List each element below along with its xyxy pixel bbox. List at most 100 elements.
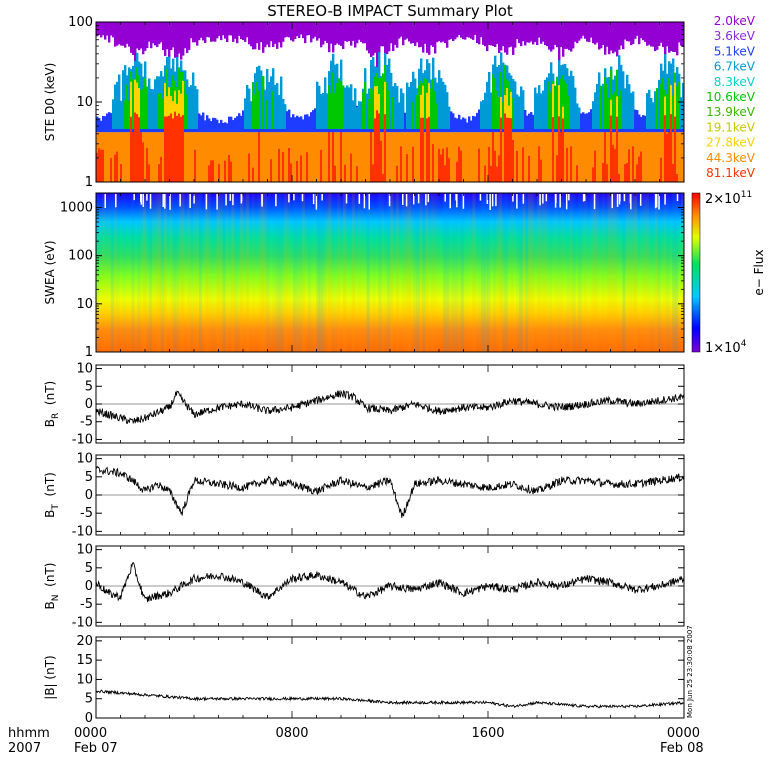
ste-base-column <box>208 132 211 182</box>
swea-time-column <box>599 193 602 352</box>
ste-low-energy-column <box>578 22 581 41</box>
swea-time-column <box>440 193 443 352</box>
ste-low-energy-column <box>198 22 201 41</box>
swea-time-column <box>181 193 185 352</box>
series-line-bt <box>95 465 685 518</box>
colorbar-min-exponent: 4 <box>741 339 747 349</box>
swea-time-column <box>140 193 144 352</box>
ste-high-energy-column <box>496 166 499 182</box>
ste-burst-column <box>630 92 633 129</box>
ste-burst-column <box>368 99 371 129</box>
ste-low-energy-column <box>390 22 393 44</box>
ste-burst-column <box>320 94 323 129</box>
ste-low-energy-column <box>266 22 269 45</box>
ste-base-column <box>128 132 131 182</box>
ste-low-energy-column <box>146 22 149 49</box>
ste-base-column <box>336 132 339 182</box>
ste-base-column <box>262 132 265 182</box>
ste-base-column <box>236 132 239 182</box>
ste-low-energy-column <box>100 22 103 38</box>
ste-mid-energy-column <box>290 117 293 133</box>
ste-low-energy-column <box>632 22 635 44</box>
swea-time-column <box>316 193 320 352</box>
ste-low-energy-column <box>612 22 615 54</box>
ste-base-column <box>464 132 467 182</box>
ste-high-energy-column <box>142 142 145 182</box>
ste-base-column <box>578 132 581 182</box>
swea-time-column <box>525 193 529 352</box>
ste-high-energy-column <box>212 160 215 182</box>
ste-base-column <box>642 132 645 182</box>
swea-time-column <box>634 193 638 352</box>
ste-base-column <box>590 132 593 182</box>
ste-burst-column <box>150 88 153 129</box>
ste-burst-column <box>552 83 555 132</box>
ste-base-column <box>308 132 311 182</box>
ste-burst-column <box>626 74 629 129</box>
ste-burst-column <box>392 97 395 129</box>
ste-low-energy-column <box>214 22 217 42</box>
ste-base-column <box>362 132 365 182</box>
ste-low-energy-column <box>648 22 651 45</box>
swea-time-column <box>110 193 114 352</box>
swea-gap <box>358 194 361 204</box>
ste-base-column <box>606 132 609 182</box>
ste-burst-column <box>182 115 185 182</box>
swea-time-column <box>589 193 594 352</box>
swea-spectrogram <box>96 193 684 352</box>
ste-low-energy-column <box>562 22 565 57</box>
ste-burst-column <box>516 94 519 129</box>
ste-burst-column <box>190 85 193 129</box>
swea-time-column <box>255 193 258 352</box>
swea-time-column <box>157 193 161 352</box>
ste-burst-column <box>138 88 141 132</box>
ste-low-energy-column <box>384 22 387 53</box>
ste-burst-column <box>344 87 347 129</box>
ste-low-energy-column <box>400 22 403 37</box>
ste-low-energy-column <box>228 22 231 36</box>
swea-time-column <box>151 193 156 352</box>
swea-time-column <box>116 193 120 352</box>
swea-time-column <box>251 193 256 352</box>
ste-low-energy-column <box>614 22 617 52</box>
ste-mid-energy-column <box>110 113 113 133</box>
ste-burst-column <box>502 101 505 129</box>
ste-burst-column <box>136 82 139 132</box>
swea-time-column <box>137 193 141 352</box>
ste-burst-column <box>372 89 375 129</box>
ste-low-energy-column <box>540 22 543 44</box>
ste-burst-column <box>576 103 579 129</box>
ste-low-energy-column <box>162 22 165 51</box>
swea-time-column <box>366 193 370 352</box>
y-axis-label-br: BR (nT) <box>43 381 61 427</box>
swea-time-column <box>211 193 214 352</box>
ste-low-energy-column <box>268 22 271 48</box>
swea-time-column <box>475 193 478 352</box>
legend-entry: 6.7keV <box>714 60 756 74</box>
swea-gap <box>293 194 295 201</box>
ste-low-energy-column <box>442 22 445 42</box>
ste-burst-column <box>180 116 183 182</box>
ste-low-energy-column <box>326 22 329 43</box>
ste-burst-column <box>570 70 573 129</box>
ste-burst-column <box>330 93 333 129</box>
ste-high-energy-column <box>290 163 293 182</box>
ste-mid-energy-column <box>96 116 99 133</box>
ste-base-column <box>290 132 293 182</box>
ste-burst-column <box>556 76 559 129</box>
ste-burst-column <box>486 81 489 129</box>
ste-low-energy-column <box>194 22 197 43</box>
ste-mid-energy-column <box>310 112 313 133</box>
ste-high-energy-column <box>372 164 375 182</box>
ste-low-energy-column <box>534 22 537 43</box>
ste-low-energy-column <box>388 22 391 52</box>
ste-burst-column <box>554 85 557 129</box>
swea-gap <box>462 194 465 209</box>
ste-low-energy-column <box>328 22 331 53</box>
ste-mid-energy-column <box>240 115 243 133</box>
ste-low-energy-column <box>368 22 371 54</box>
ste-low-energy-column <box>480 22 483 38</box>
ste-burst-column <box>482 100 485 129</box>
swea-time-column <box>469 193 472 352</box>
ste-low-energy-column <box>676 22 679 56</box>
